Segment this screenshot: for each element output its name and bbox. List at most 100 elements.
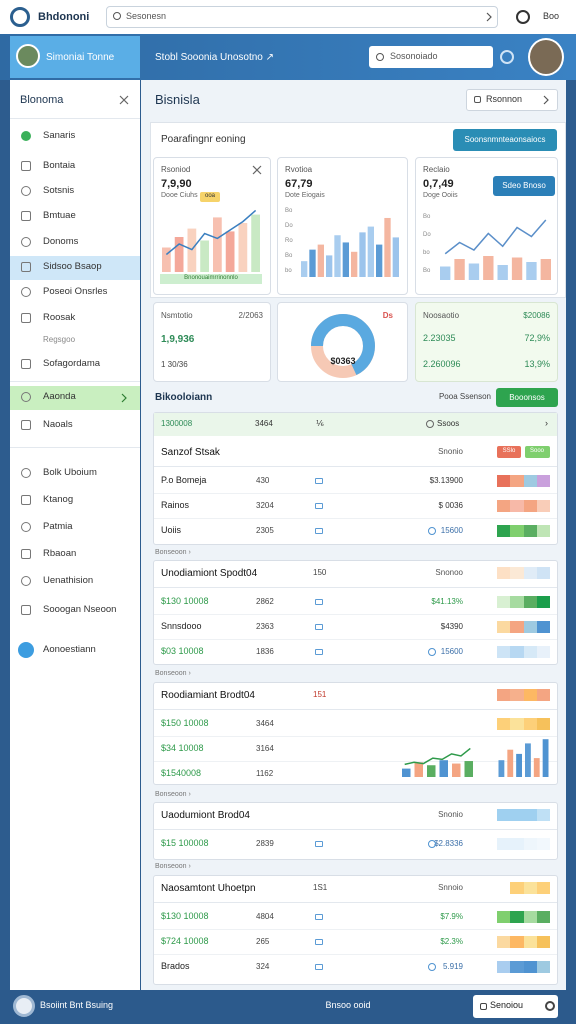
heat-cell <box>497 718 511 730</box>
heat-cell <box>536 567 550 579</box>
nav-active <box>10 386 140 410</box>
bar <box>464 761 473 777</box>
nav-item[interactable]: Sofagordama <box>43 357 101 369</box>
row-value: $3.13900 <box>429 475 463 485</box>
heat-cell <box>523 500 537 512</box>
bar <box>525 743 531 777</box>
section-button[interactable] <box>496 388 558 407</box>
profile-avatar[interactable] <box>528 38 564 76</box>
card-button[interactable] <box>493 176 555 196</box>
search-box[interactable] <box>106 6 498 28</box>
heat-cell <box>497 689 511 701</box>
search-icon <box>376 53 384 61</box>
card-value: 67,79 <box>285 177 313 190</box>
nav-item[interactable]: Sanaris <box>43 129 76 141</box>
status-icon <box>428 840 436 848</box>
row-count: 430 <box>256 475 270 485</box>
heat-cell <box>497 646 511 658</box>
nav-item[interactable]: Roosak <box>43 311 76 323</box>
nav-item[interactable]: Uenathision <box>43 574 94 586</box>
nav-item[interactable]: Bmtuae <box>43 209 76 221</box>
header-search[interactable] <box>369 46 493 68</box>
nav-item[interactable]: Aonoestiann <box>43 643 96 655</box>
nav-item[interactable]: Rbaoan <box>43 547 77 559</box>
nav-icon <box>21 420 31 430</box>
nav-item[interactable]: Bolk Uboium <box>43 466 97 478</box>
trend-line <box>165 209 257 256</box>
heat-cell <box>536 621 550 633</box>
heat-cell <box>510 936 524 948</box>
nav-item[interactable]: Patmia <box>43 520 73 532</box>
nav-subitem[interactable]: Regsgoo <box>43 334 76 344</box>
group-label: Bonseoon › <box>155 791 191 799</box>
stat-row-value: 13,9% <box>524 359 550 370</box>
primary-button[interactable] <box>453 129 557 151</box>
nav-item[interactable]: Aaonda <box>43 390 76 402</box>
bar <box>526 262 537 280</box>
bar <box>402 768 411 777</box>
nav-item[interactable]: Poseoi Onsrles <box>43 285 108 297</box>
header-cell[interactable]: › <box>545 418 548 429</box>
nav-item[interactable]: Bontaia <box>43 159 76 171</box>
bar <box>238 223 248 272</box>
page-title: Bisnisla <box>155 91 200 107</box>
nav-icon <box>21 522 31 532</box>
table-column: Snonoo <box>435 567 463 577</box>
status-icon <box>428 648 436 656</box>
button-label: Sdeo Bnoso <box>502 180 546 190</box>
nav-item[interactable]: Ktanog <box>43 493 74 505</box>
notification-icon[interactable] <box>516 10 530 24</box>
row-chart <box>402 747 473 777</box>
heat-cell <box>536 961 550 973</box>
axis-label: Do <box>285 223 293 230</box>
nav-item[interactable]: Sooogan Nseoon <box>43 603 117 615</box>
heat-cell <box>497 621 511 633</box>
nav-icon <box>21 468 31 478</box>
bar <box>427 765 436 777</box>
gauge-value: $0363 <box>330 356 356 367</box>
heat-cell <box>510 689 524 701</box>
search-placeholder: Sosonoiado <box>390 51 438 62</box>
stat-value: 1,9,936 <box>161 333 195 345</box>
filter-icon <box>474 96 481 103</box>
sidebar-header-title: Simoniai Tonne <box>46 51 115 63</box>
heat-cell <box>523 475 537 487</box>
button-label: Soonsnmnteaonsaiocs <box>464 134 546 144</box>
row-divider <box>154 493 557 494</box>
heat-cell <box>523 525 537 537</box>
bar <box>468 263 480 280</box>
data-table <box>153 560 558 665</box>
row-count: 2363 <box>256 621 274 631</box>
heat-cell <box>510 646 524 658</box>
settings-icon <box>545 1001 555 1011</box>
row-count: 3464 <box>256 718 274 728</box>
bar <box>317 244 324 277</box>
bar <box>516 753 522 777</box>
nav-item[interactable]: Sidsoo Bsaop <box>43 260 102 272</box>
heat-cell <box>536 646 550 658</box>
stat-value: $20086 <box>523 310 550 320</box>
header-cell: ⅙ <box>316 418 324 428</box>
nav-item[interactable]: Donoms <box>43 235 79 247</box>
footer-button[interactable] <box>473 995 558 1018</box>
heat-cell <box>497 936 511 948</box>
row-value: 15600 <box>440 525 463 535</box>
row-divider <box>154 736 557 737</box>
row-value: $ 0036 <box>438 500 463 510</box>
filter-dropdown[interactable] <box>466 89 558 111</box>
row-count: 1162 <box>256 768 274 778</box>
bar <box>376 244 383 277</box>
card-chart <box>301 217 399 277</box>
tag <box>497 446 521 458</box>
section-link[interactable]: Pooa Ssenson <box>438 391 491 401</box>
row-name: Rainos <box>161 500 190 511</box>
menu-icon[interactable] <box>500 50 514 64</box>
card-subtitle: Dooe Ciuhs <box>161 192 198 200</box>
nav-item[interactable]: Sotsnis <box>43 184 75 196</box>
nav-icon <box>21 161 31 171</box>
row-icon <box>315 528 323 534</box>
stat-title: Nsmtotio <box>161 310 193 320</box>
nav-item[interactable]: Naoals <box>43 418 73 430</box>
bar <box>439 760 448 777</box>
trend-line <box>444 219 547 255</box>
